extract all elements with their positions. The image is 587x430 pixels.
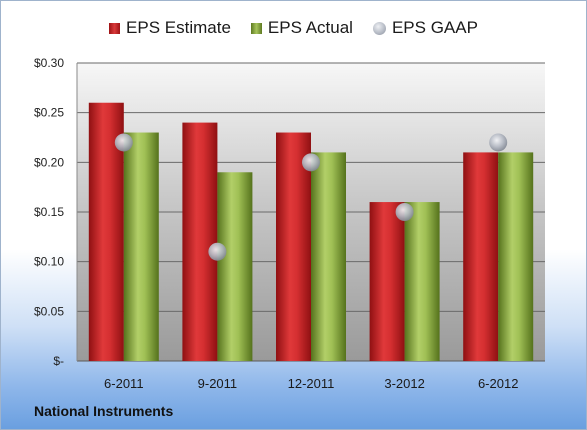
y-tick-label: $0.05	[34, 304, 64, 318]
legend-swatch-eps-gaap	[372, 21, 386, 35]
legend-swatch-eps-estimate	[109, 22, 121, 34]
x-tick-label: 6-2012	[478, 376, 518, 391]
x-tick-label: 3-2012	[384, 376, 424, 391]
company-name: National Instruments	[34, 403, 174, 419]
marker-eps-gaap	[489, 133, 508, 152]
bar-eps-actual	[311, 152, 346, 361]
y-tick-label: $0.20	[34, 155, 64, 169]
y-tick-label: $-	[53, 354, 64, 368]
marker-eps-gaap	[302, 153, 320, 172]
legend-item-eps-estimate: EPS Estimate	[109, 18, 231, 38]
legend-swatch-eps-actual	[250, 22, 262, 34]
marker-eps-gaap	[114, 133, 133, 152]
x-tick-label: 9-2011	[198, 376, 238, 391]
legend-label-eps-gaap: EPS GAAP	[391, 18, 478, 37]
bar-eps-actual	[404, 202, 440, 361]
y-tick-label: $0.25	[34, 106, 64, 120]
y-tick-label: $0.10	[34, 255, 64, 269]
legend-label-eps-estimate: EPS Estimate	[126, 18, 231, 37]
bar-eps-estimate	[182, 122, 218, 361]
legend-item-eps-actual: EPS Actual	[250, 18, 353, 38]
legend-label-eps-actual: EPS Actual	[267, 18, 353, 37]
marker-eps-gaap	[395, 203, 414, 221]
bar-eps-estimate	[463, 152, 499, 361]
bar-eps-actual	[498, 152, 534, 361]
y-tick-label: $0.30	[34, 56, 64, 70]
bar-eps-estimate	[276, 132, 311, 361]
legend: EPS Estimate EPS Actual EPS GAAP	[1, 18, 586, 38]
bar-eps-actual	[217, 172, 253, 361]
x-tick-label: 6-2011	[104, 376, 144, 391]
legend-item-eps-gaap: EPS GAAP	[372, 18, 478, 38]
marker-eps-gaap	[208, 242, 227, 261]
bar-eps-estimate	[369, 202, 405, 361]
y-tick-label: $0.15	[34, 205, 64, 219]
bar-eps-actual	[123, 132, 159, 361]
x-tick-label: 12-2011	[288, 376, 335, 391]
